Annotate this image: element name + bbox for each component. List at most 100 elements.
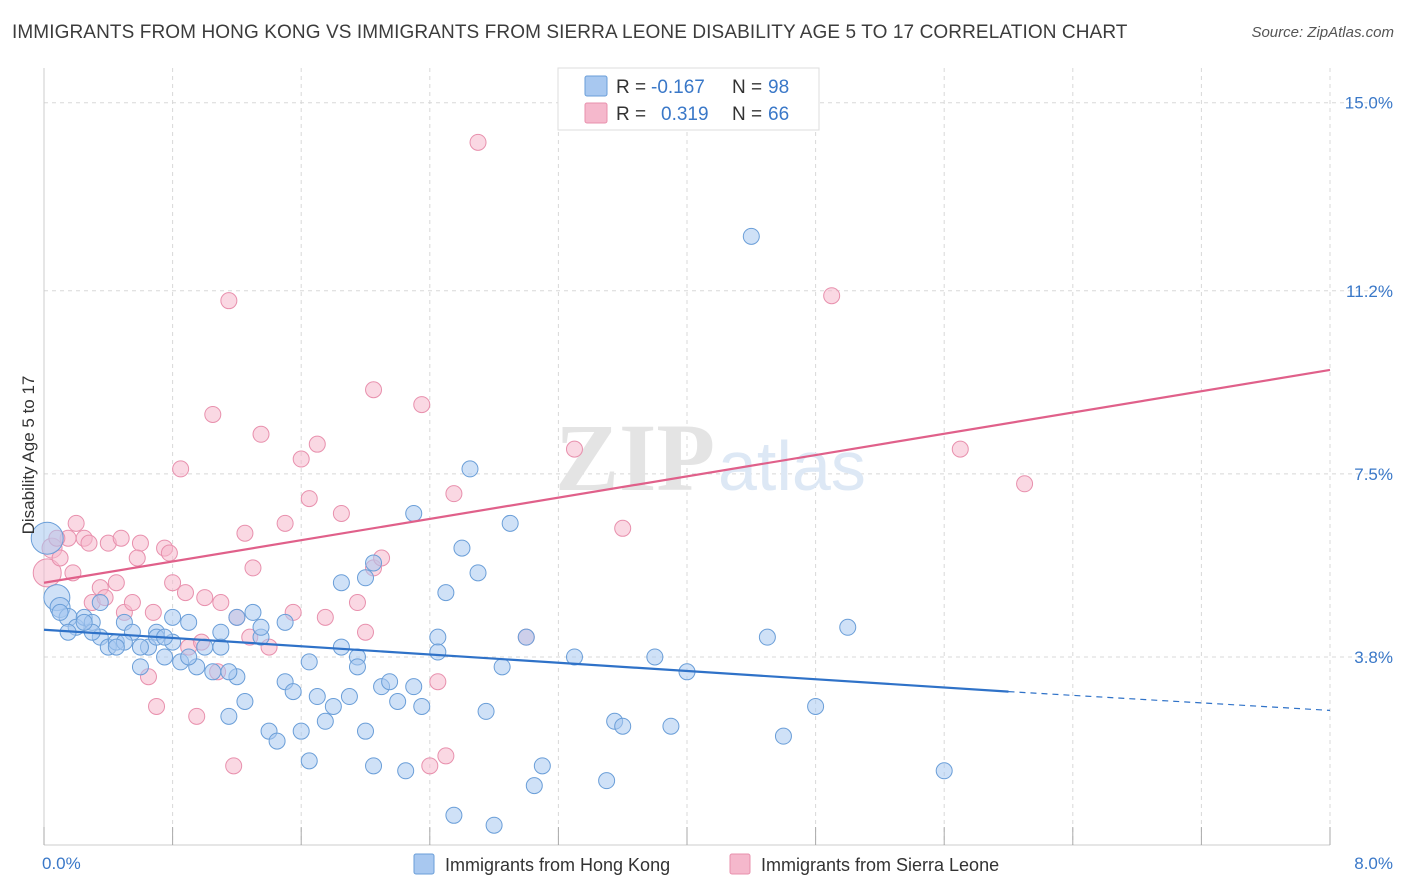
sierra-leone-point-41 xyxy=(413,396,431,414)
hong-kong-point-31 xyxy=(284,683,302,701)
hong-kong-point-65 xyxy=(774,727,792,745)
sierra-leone-point-60 xyxy=(160,544,178,562)
hong-kong-trend-extension xyxy=(1008,691,1331,712)
hong-kong-point-90 xyxy=(107,638,125,656)
y-tick-label-0: 3.8% xyxy=(1354,648,1393,667)
series-sierra-leone-points xyxy=(32,133,1034,775)
y-tick-label-3: 15.0% xyxy=(1345,94,1393,113)
hong-kong-point-18 xyxy=(180,613,198,631)
chart-title: IMMIGRANTS FROM HONG KONG VS IMMIGRANTS … xyxy=(12,22,1128,43)
sierra-leone-point-57 xyxy=(112,529,130,547)
sierra-leone-point-22 xyxy=(212,594,230,612)
legend-n-label-hk: N = xyxy=(732,77,762,98)
sierra-leone-point-32 xyxy=(300,490,318,508)
sierra-leone-point-9 xyxy=(107,574,125,592)
y-axis-label: Disability Age 5 to 17 xyxy=(19,376,38,535)
sierra-leone-point-21 xyxy=(204,405,222,423)
legend-n-value-sl: 66 xyxy=(768,104,789,125)
hong-kong-point-36 xyxy=(324,697,342,715)
grid-lines xyxy=(44,68,1390,845)
sierra-leone-point-11 xyxy=(123,594,141,612)
hong-kong-point-21 xyxy=(204,663,222,681)
hong-kong-point-67 xyxy=(935,762,953,780)
sierra-leone-point-59 xyxy=(144,603,162,621)
hong-kong-point-34 xyxy=(308,688,326,706)
sierra-leone-point-52 xyxy=(1016,475,1034,493)
axes xyxy=(43,68,1331,846)
sierra-leone-point-34 xyxy=(316,608,334,626)
hong-kong-point-57 xyxy=(525,777,543,795)
source-label: Source: ZipAtlas.com xyxy=(1251,24,1394,41)
hong-kong-point-29 xyxy=(268,732,286,750)
sierra-leone-point-33 xyxy=(308,435,326,453)
hong-kong-point-89 xyxy=(131,638,149,656)
hong-kong-point-96 xyxy=(565,648,583,666)
hong-kong-point-38 xyxy=(340,688,358,706)
hong-kong-point-51 xyxy=(469,564,487,582)
sierra-leone-point-17 xyxy=(172,460,190,478)
legend-swatch-sierra-leone xyxy=(584,102,608,124)
sierra-leone-point-19 xyxy=(188,707,206,725)
sierra-leone-point-20 xyxy=(196,589,214,607)
sierra-leone-point-36 xyxy=(348,594,366,612)
hong-kong-point-41 xyxy=(365,757,383,775)
sierra-leone-point-64 xyxy=(225,757,243,775)
x-tick-labels: 0.0% 8.0% xyxy=(42,854,1393,873)
sierra-leone-point-44 xyxy=(437,747,455,765)
hong-kong-point-54 xyxy=(493,658,511,676)
sierra-leone-point-29 xyxy=(276,514,294,532)
hong-kong-trend-line xyxy=(43,628,1009,693)
sierra-leone-point-27 xyxy=(252,425,270,443)
hong-kong-point-50 xyxy=(453,539,471,557)
hong-kong-point-73 xyxy=(180,648,198,666)
bottom-legend-label-hong-kong: Immigrants from Hong Kong xyxy=(445,855,670,875)
sierra-leone-point-26 xyxy=(244,559,262,577)
hong-kong-point-76 xyxy=(252,618,270,636)
hong-kong-point-35 xyxy=(316,712,334,730)
hong-kong-point-74 xyxy=(212,638,230,656)
sierra-leone-point-50 xyxy=(823,287,841,305)
hong-kong-point-25 xyxy=(236,692,254,710)
hong-kong-point-82 xyxy=(429,643,447,661)
hong-kong-point-95 xyxy=(662,717,680,735)
hong-kong-point-87 xyxy=(220,663,238,681)
hong-kong-point-49 xyxy=(445,806,463,824)
sierra-leone-point-31 xyxy=(292,450,310,468)
sierra-leone-point-2 xyxy=(51,549,69,567)
legend-r-value-hk: -0.167 xyxy=(651,77,705,98)
series-hong-kong-points xyxy=(30,227,953,834)
hong-kong-point-0 xyxy=(30,521,64,555)
legend-r-value-sl: 0.319 xyxy=(661,104,709,125)
sierra-leone-point-58 xyxy=(128,549,146,567)
hong-kong-point-84 xyxy=(461,460,479,478)
watermark-atlas: atlas xyxy=(718,427,866,505)
sierra-leone-point-51 xyxy=(951,440,969,458)
hong-kong-point-61 xyxy=(614,717,632,735)
sierra-leone-point-42 xyxy=(421,757,439,775)
sierra-leone-point-49 xyxy=(614,519,632,537)
bottom-legend-label-sierra-leone: Immigrants from Sierra Leone xyxy=(761,855,999,875)
watermark: ZIP atlas xyxy=(555,404,866,511)
sierra-leone-point-12 xyxy=(131,534,149,552)
hong-kong-point-45 xyxy=(397,762,415,780)
hong-kong-point-85 xyxy=(405,678,423,696)
hong-kong-point-37 xyxy=(332,638,350,656)
sierra-leone-point-23 xyxy=(220,292,238,310)
sierra-leone-point-25 xyxy=(236,524,254,542)
hong-kong-point-91 xyxy=(91,594,109,612)
hong-kong-point-75 xyxy=(228,608,246,626)
y-tick-labels: 3.8% 7.5% 11.2% 15.0% xyxy=(1345,94,1393,667)
hong-kong-point-83 xyxy=(365,554,383,572)
hong-kong-point-26 xyxy=(244,603,262,621)
sierra-leone-point-4 xyxy=(67,514,85,532)
bottom-legend-swatch-hong-kong xyxy=(413,853,435,875)
hong-kong-point-88 xyxy=(164,608,182,626)
hong-kong-point-53 xyxy=(485,816,503,834)
y-tick-label-2: 11.2% xyxy=(1346,282,1393,301)
sierra-leone-point-16 xyxy=(164,574,182,592)
y-tick-label-1: 7.5% xyxy=(1354,465,1393,484)
hong-kong-point-23 xyxy=(220,707,238,725)
hong-kong-point-48 xyxy=(437,584,455,602)
bottom-legend: Immigrants from Hong Kong Immigrants fro… xyxy=(413,853,999,875)
hong-kong-point-52 xyxy=(477,702,495,720)
